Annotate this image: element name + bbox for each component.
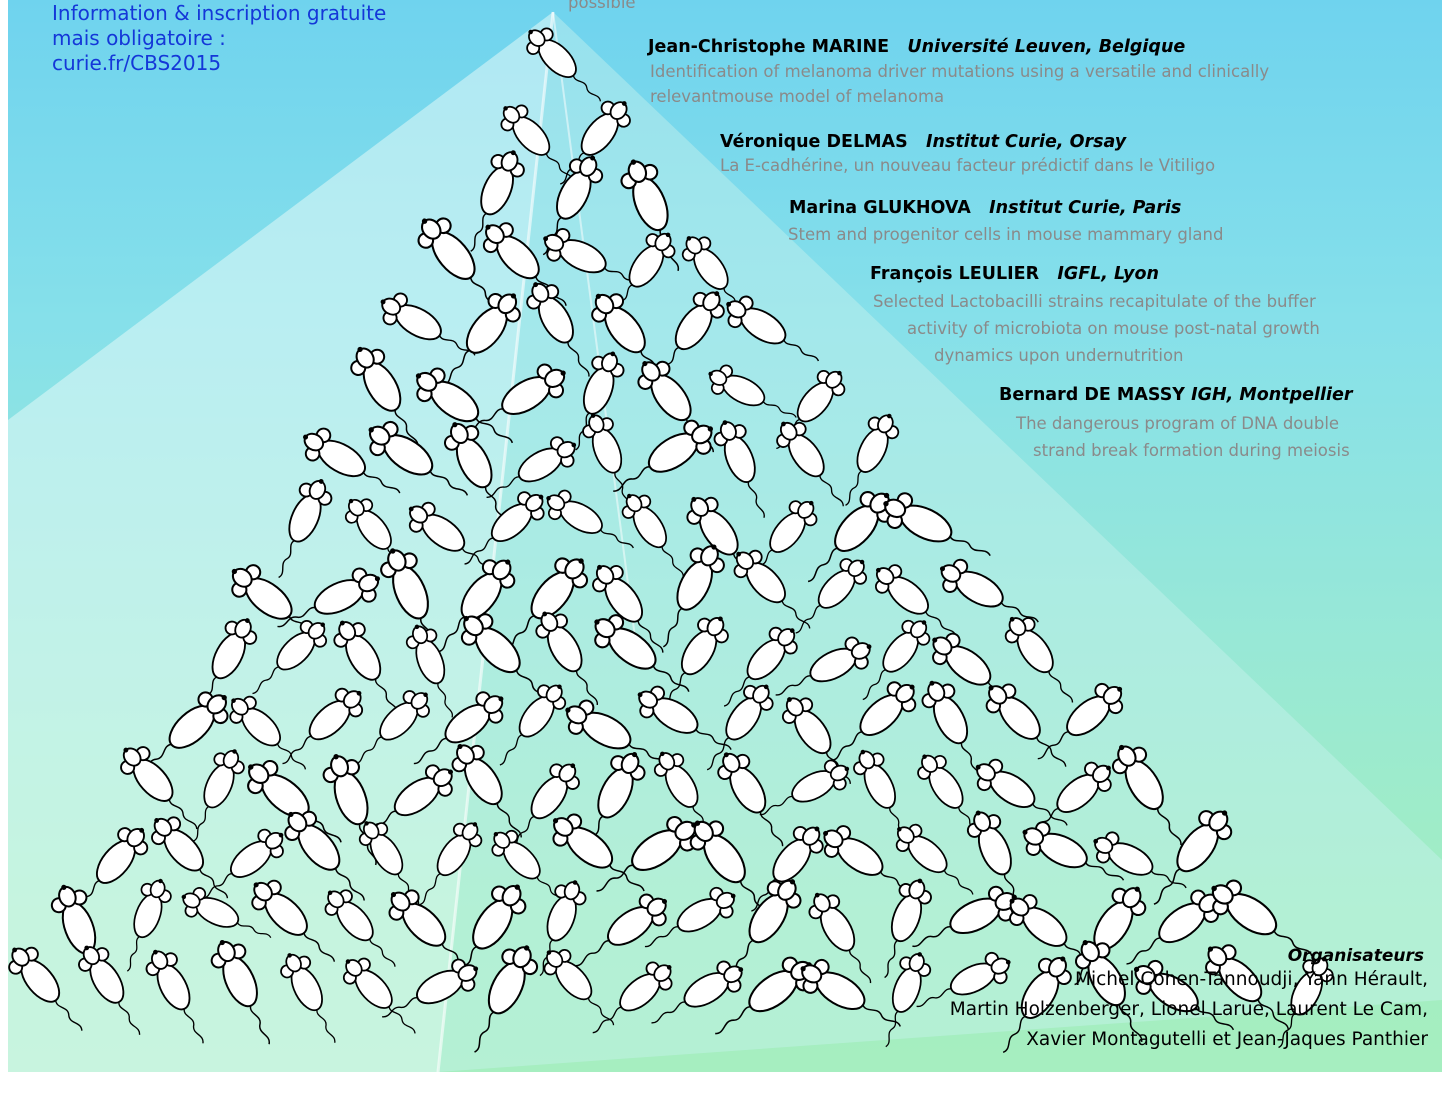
speaker-5-affiliation: IGH, Montpellier [1191, 385, 1353, 405]
speaker-3-talk-1: Stem and progenitor cells in mouse mamma… [788, 225, 1224, 244]
info-line-1: Information & inscription gratuite [52, 1, 387, 25]
speaker-1-talk-2: relevantmouse model of melanoma [650, 87, 945, 106]
speaker-5-talk-2: strand break formation during meiosis [1033, 441, 1350, 460]
speaker-2-affiliation: Institut Curie, Orsay [926, 132, 1127, 152]
speaker-1-talk-1: Identification of melanoma driver mutati… [650, 62, 1270, 81]
info-line-2: mais obligatoire : [52, 26, 226, 50]
speaker-5: Bernard DE MASSY IGH, Montpellier [999, 385, 1353, 405]
speaker-1-affiliation: Université Leuven, Belgique [907, 37, 1186, 57]
speaker-4-talk-1: Selected Lactobacilli strains recapitula… [873, 292, 1316, 311]
mouse-pyramid-illustration [8, 11, 1442, 1072]
speaker-4-talk-3: dynamics upon undernutrition [934, 346, 1184, 365]
speaker-1: Jean-Christophe MARINE Université Leuven… [648, 37, 1185, 57]
speaker-2-talk-1: La E-cadhérine, un nouveau facteur prédi… [720, 156, 1216, 175]
speaker-4-name: François LEULIER [870, 264, 1040, 284]
speaker-4-affiliation: IGFL, Lyon [1057, 264, 1159, 284]
speaker-4: François LEULIER IGFL, Lyon [870, 264, 1159, 284]
speaker-5-talk-1: The dangerous program of DNA double [1016, 414, 1340, 433]
organisers-line-1: Michel Cohen-Tannoudji, Yann Hérault, [1075, 969, 1428, 990]
speaker-2-name: Véronique DELMAS [720, 132, 908, 152]
info-url[interactable]: curie.fr/CBS2015 [52, 51, 222, 75]
bottom-margin [0, 1072, 1442, 1095]
speaker-5-name: Bernard DE MASSY [999, 385, 1185, 405]
speaker-3: Marina GLUKHOVA Institut Curie, Paris [789, 198, 1181, 218]
speaker-2: Véronique DELMAS Institut Curie, Orsay [720, 132, 1126, 152]
speaker-4-talk-2: activity of microbiota on mouse post-nat… [907, 319, 1320, 338]
top-fragment: possible [568, 0, 636, 12]
speaker-1-name: Jean-Christophe MARINE [648, 37, 890, 57]
poster: Information & inscription gratuite mais … [8, 0, 1442, 1072]
speaker-3-name: Marina GLUKHOVA [789, 198, 971, 218]
organisers-title: Organisateurs [1287, 946, 1424, 966]
speaker-3-affiliation: Institut Curie, Paris [989, 198, 1182, 218]
organisers-line-3: Xavier Montagutelli et Jean-Jaques Panth… [1026, 1029, 1428, 1050]
organisers-line-2: Martin Holzenberger, Lionel Larue, Laure… [949, 999, 1428, 1020]
